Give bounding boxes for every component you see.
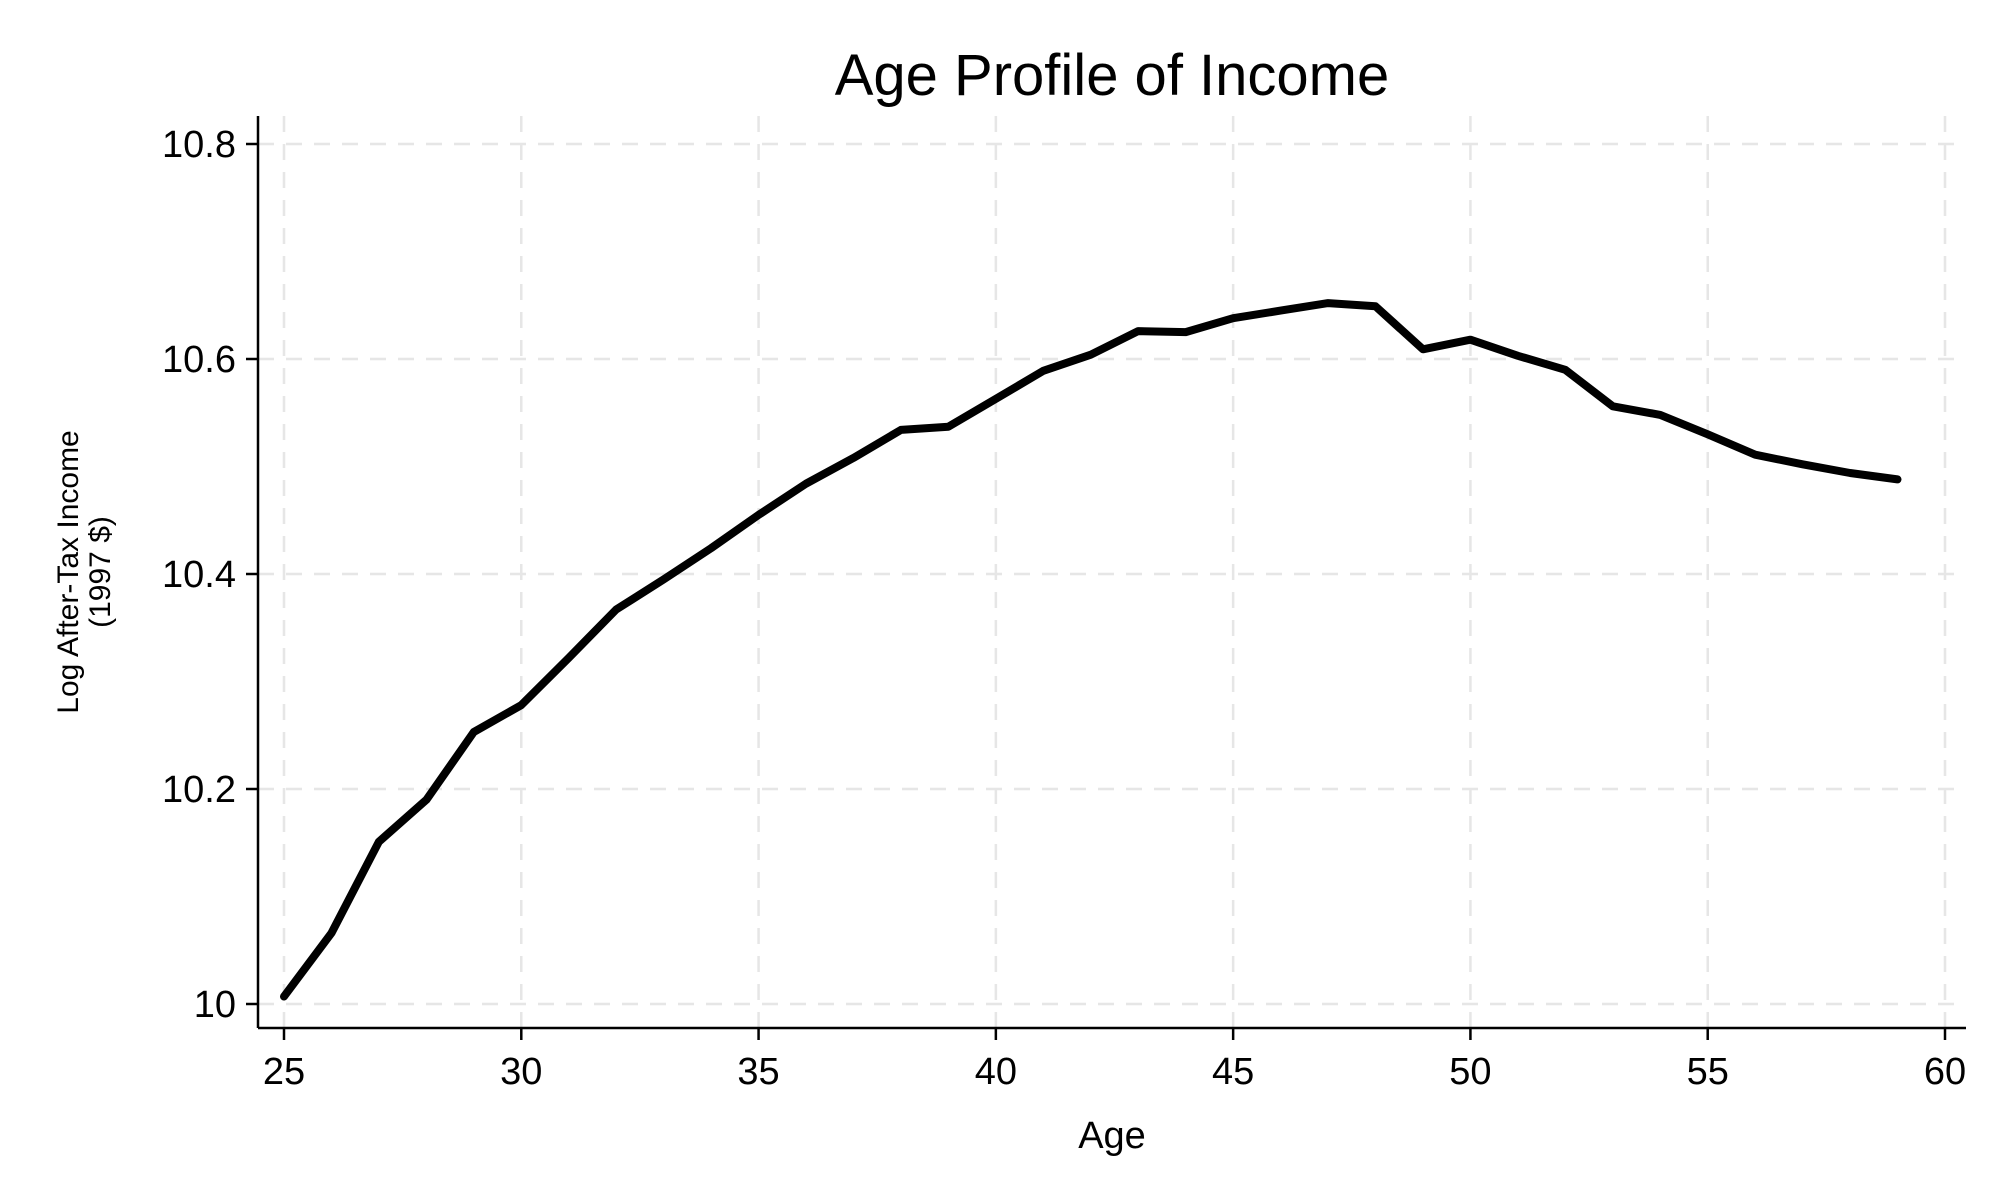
x-tick-label: 50 [1449,1051,1491,1093]
x-tick-label: 55 [1687,1051,1729,1093]
y-axis-title: Log After-Tax Income (1997 $) [52,430,117,713]
axis-ticks: 10 10.2 10.4 10.6 10.8 25 30 35 40 45 50 55 60 [162,124,1966,1093]
x-tick-label: 25 [263,1051,305,1093]
series-line-income [280,299,1902,1001]
x-axis-title: Age [1078,1115,1146,1157]
chart-title: Age Profile of Income [835,43,1390,108]
y-tick-label: 10.2 [162,769,236,811]
x-tick-label: 40 [975,1051,1017,1093]
x-tick-label: 30 [500,1051,542,1093]
series-layer [280,299,1902,1001]
y-axis-title-line-1: Log After-Tax Income [52,430,85,713]
y-tick-label: 10.6 [162,339,236,381]
y-tick-label: 10 [194,984,236,1026]
x-tick-label: 45 [1212,1051,1254,1093]
y-axis-title-line-2: (1997 $) [84,516,117,628]
y-tick-label: 10.8 [162,124,236,166]
x-tick-label: 35 [737,1051,779,1093]
gridlines [258,116,1966,1028]
y-tick-label: 10.4 [162,554,236,596]
x-tick-label: 60 [1924,1051,1966,1093]
